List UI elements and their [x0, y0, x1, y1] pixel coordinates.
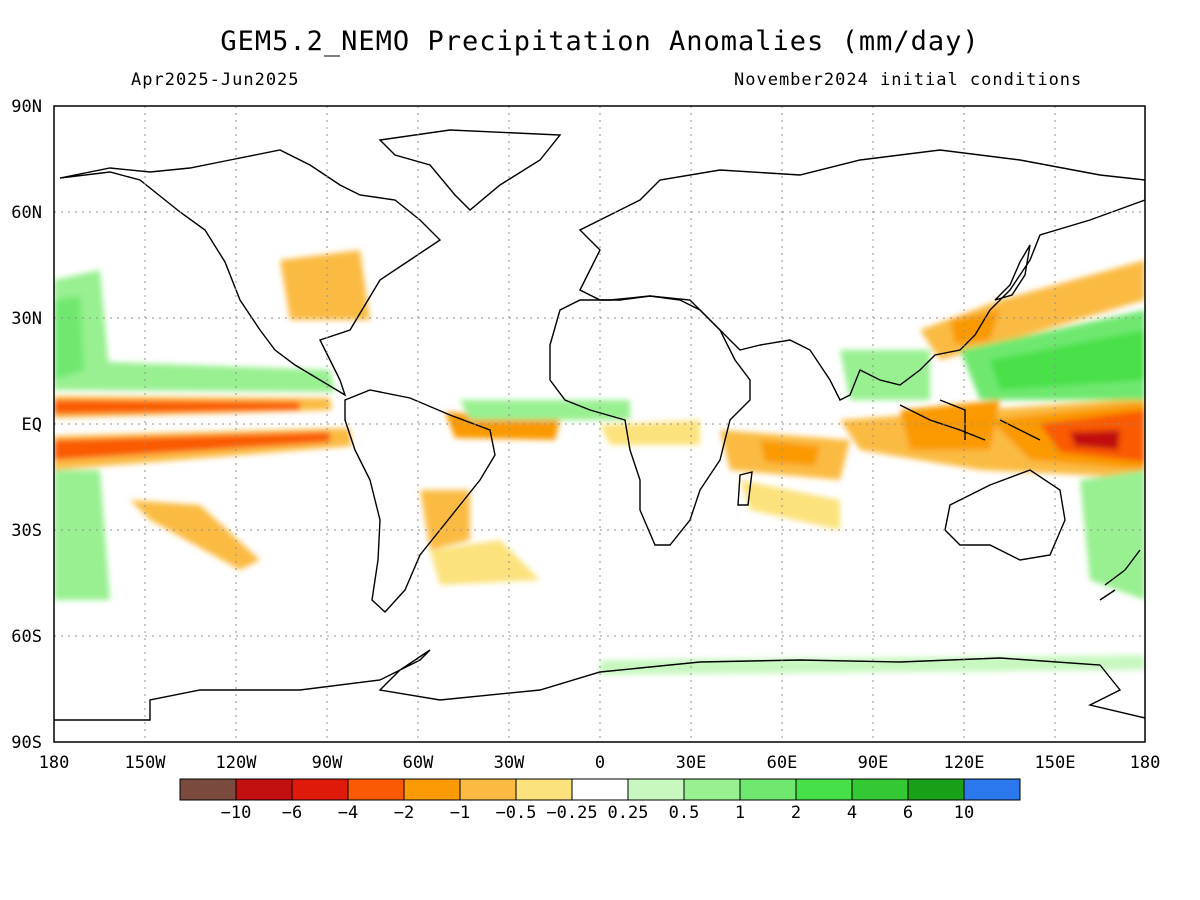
colorbar-swatch: [403, 778, 461, 801]
colorbar-swatch: [683, 778, 741, 801]
colorbar-label: −6: [282, 803, 302, 823]
lon-label: 30W: [494, 753, 525, 773]
lat-label: 30N: [11, 309, 42, 329]
lat-label: 60N: [11, 203, 42, 223]
lon-label: 150W: [125, 753, 167, 773]
colorbar-swatch: [963, 778, 1021, 801]
colorbar-swatch: [459, 778, 517, 801]
colorbar-swatch: [739, 778, 797, 801]
colorbar-label: 0.25: [608, 803, 649, 823]
lon-label: 60W: [403, 753, 434, 773]
lon-label: 180: [1130, 753, 1161, 773]
lon-label: 150E: [1035, 753, 1076, 773]
colorbar-swatch: [627, 778, 685, 801]
lon-label: 120E: [944, 753, 985, 773]
colorbar-swatch: [515, 778, 573, 801]
colorbar-label: 2: [791, 803, 801, 823]
colorbar-label: −10: [221, 803, 252, 823]
lon-label: 90W: [312, 753, 343, 773]
colorbar-label: −0.5: [496, 803, 537, 823]
colorbar-swatch: [795, 778, 853, 801]
lon-label: 30E: [676, 753, 707, 773]
lat-label: 90N: [11, 97, 42, 117]
lon-label: 60E: [767, 753, 798, 773]
colorbar-label: 4: [847, 803, 857, 823]
lon-label: 120W: [216, 753, 258, 773]
colorbar-label: 1: [735, 803, 745, 823]
graticule: [54, 106, 1145, 742]
lon-label: 90E: [858, 753, 889, 773]
lon-label: 0: [595, 753, 605, 773]
colorbar-swatch: [235, 778, 293, 801]
map-frame: [53, 105, 1146, 743]
lon-label: 180: [39, 753, 70, 773]
colorbar-label: 10: [954, 803, 974, 823]
colorbar-swatch: [291, 778, 349, 801]
colorbar-swatch: [907, 778, 965, 801]
lat-label: 90S: [11, 733, 42, 753]
colorbar-label: −2: [394, 803, 414, 823]
anomaly-shading: [54, 250, 1145, 675]
lat-label: 60S: [11, 627, 42, 647]
colorbar-swatch: [851, 778, 909, 801]
colorbar: −10 −6 −4 −2 −1 −0.5 −0.25 0.25 0.5 1 2 4 6 10: [179, 778, 1021, 823]
map-title: GEM5.2_NEMO Precipitation Anomalies (mm/…: [220, 26, 980, 57]
colorbar-swatch: [571, 778, 629, 801]
latitude-labels: 90N 60N 30N EQ 30S 60S 90S: [11, 97, 42, 753]
colorbar-label: 6: [903, 803, 913, 823]
colorbar-swatch: [179, 778, 237, 801]
colorbar-label: 0.5: [669, 803, 700, 823]
colorbar-label: −0.25: [546, 803, 597, 823]
colorbar-swatch: [347, 778, 405, 801]
coastlines: [54, 129, 1145, 721]
longitude-labels: 180 150W 120W 90W 60W 30W 0 30E 60E 90E …: [39, 753, 1161, 773]
forecast-period: Apr2025-Jun2025: [131, 70, 300, 90]
lat-label: 30S: [11, 521, 42, 541]
colorbar-label: −1: [450, 803, 470, 823]
initial-conditions: November2024 initial conditions: [734, 70, 1083, 90]
lat-label: EQ: [22, 415, 42, 435]
colorbar-label: −4: [338, 803, 358, 823]
